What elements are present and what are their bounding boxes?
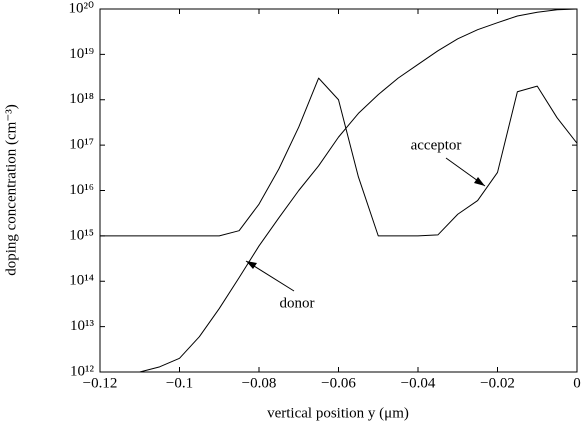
y-tick-label: 10¹²	[70, 363, 94, 379]
y-tick-label: 10¹⁷	[69, 137, 94, 153]
y-tick-label: 10¹⁵	[69, 227, 94, 243]
x-axis-label: vertical position y (μm)	[267, 405, 409, 421]
arrow-head	[246, 261, 257, 269]
plot-frame	[99, 8, 578, 373]
y-tick-label: 10¹⁴	[69, 273, 94, 289]
y-tick-label: 10¹⁶	[69, 182, 94, 198]
series-line	[100, 77, 578, 237]
x-tick-label: −0.02	[480, 375, 515, 391]
arrow-head	[474, 177, 485, 186]
x-tick-label: −0.1	[166, 375, 193, 391]
annotation: acceptor	[411, 137, 462, 153]
x-tick-label: −0.12	[83, 375, 118, 391]
series-line	[139, 8, 578, 373]
y-tick-label: 10¹³	[70, 318, 94, 334]
y-tick-label: 10¹⁸	[69, 91, 94, 107]
x-tick-label: −0.04	[401, 375, 436, 391]
x-tick-label: −0.06	[321, 375, 356, 391]
y-axis-label: doping concentration (cm⁻³)	[3, 104, 19, 276]
y-tick-label: 10¹⁹	[69, 46, 94, 62]
x-tick-label: 0	[573, 375, 581, 391]
y-tick-label: 10²⁰	[68, 0, 94, 16]
x-tick-label: −0.08	[242, 375, 277, 391]
annotation: donor	[280, 295, 315, 311]
